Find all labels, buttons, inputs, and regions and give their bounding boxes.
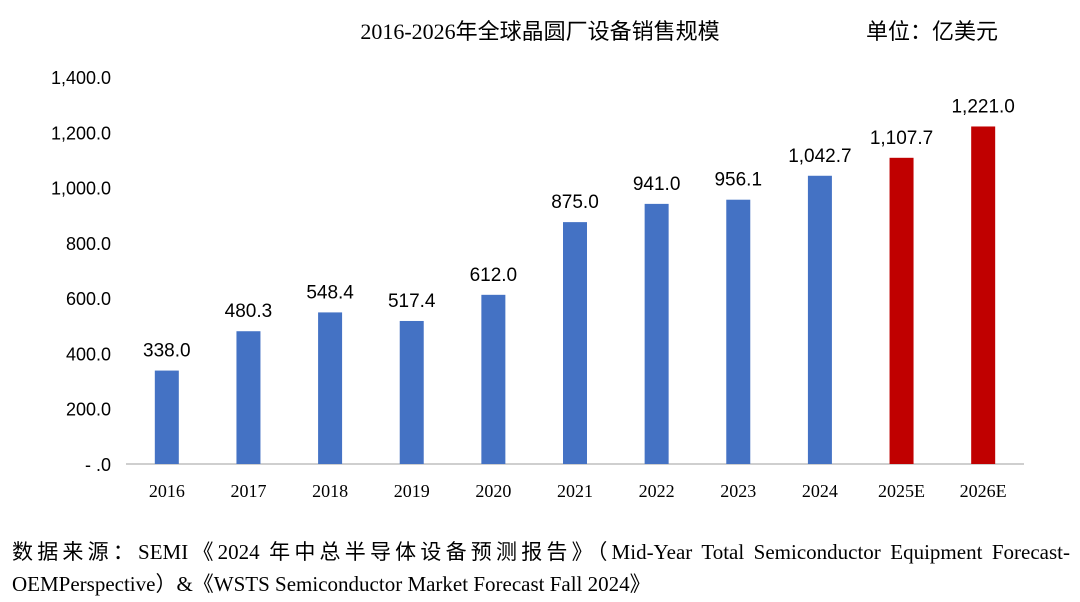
bar-2021 <box>563 222 587 464</box>
x-tick-label-2021: 2021 <box>557 481 593 501</box>
x-tick-label-2024: 2024 <box>802 481 838 501</box>
unit-label: 单位：亿美元 <box>866 20 999 45</box>
x-tick-label-2017: 2017 <box>230 481 266 501</box>
data-label-2021: 875.0 <box>551 192 599 213</box>
x-tick-label-2018: 2018 <box>312 481 348 501</box>
source-note: 数据来源：SEMI《2024 年中总半导体设备预测报告》（Mid-Year To… <box>12 540 1070 596</box>
data-label-2016: 338.0 <box>143 341 191 362</box>
x-tick-label-2023: 2023 <box>720 481 756 501</box>
y-tick-label: 800.0 <box>66 234 111 254</box>
y-tick-label: 1,400.0 <box>51 68 111 88</box>
bar-2017 <box>236 331 261 464</box>
y-tick-label: 400.0 <box>66 344 111 364</box>
y-tick-label: 1,000.0 <box>51 179 111 199</box>
data-label-2020: 612.0 <box>470 265 518 286</box>
y-tick-label: 1,200.0 <box>51 123 111 143</box>
data-label-2022: 941.0 <box>633 174 681 195</box>
x-tick-label-2019: 2019 <box>394 481 430 501</box>
bar-2024 <box>807 175 832 464</box>
y-tick-label: 200.0 <box>66 400 111 420</box>
x-tick-label-2020: 2020 <box>475 481 511 501</box>
y-tick-label: 600.0 <box>66 289 111 309</box>
data-label-2019: 517.4 <box>388 291 436 312</box>
bar-2019 <box>399 320 424 464</box>
data-label-2018: 548.4 <box>306 282 354 303</box>
bar-2026E <box>971 126 996 464</box>
x-tick-label-2022: 2022 <box>639 481 675 501</box>
x-tick-label-2026E: 2026E <box>960 481 1007 501</box>
data-label-2017: 480.3 <box>225 301 273 322</box>
data-label-2026E: 1,221.0 <box>951 96 1014 117</box>
bar-2025E <box>889 157 914 465</box>
y-tick-label: - .0 <box>85 455 111 475</box>
bar-2023 <box>726 199 751 464</box>
bar-2022 <box>644 203 669 464</box>
chart-title: 2016-2026年全球晶圆厂设备销售规模 <box>360 19 720 44</box>
data-label-2024: 1,042.7 <box>788 146 851 167</box>
bar-chart: - .0 200.0 400.0 600.0 800.0 1,000.0 1,200.0 1,… <box>51 68 1024 501</box>
data-label-2025E: 1,107.7 <box>870 128 933 149</box>
bar-2020 <box>481 294 506 464</box>
bar-2016 <box>154 370 179 464</box>
bar-2018 <box>318 312 343 464</box>
x-tick-label-2016: 2016 <box>149 481 185 501</box>
data-label-2023: 956.1 <box>714 170 762 191</box>
x-tick-label-2025E: 2025E <box>878 481 925 501</box>
